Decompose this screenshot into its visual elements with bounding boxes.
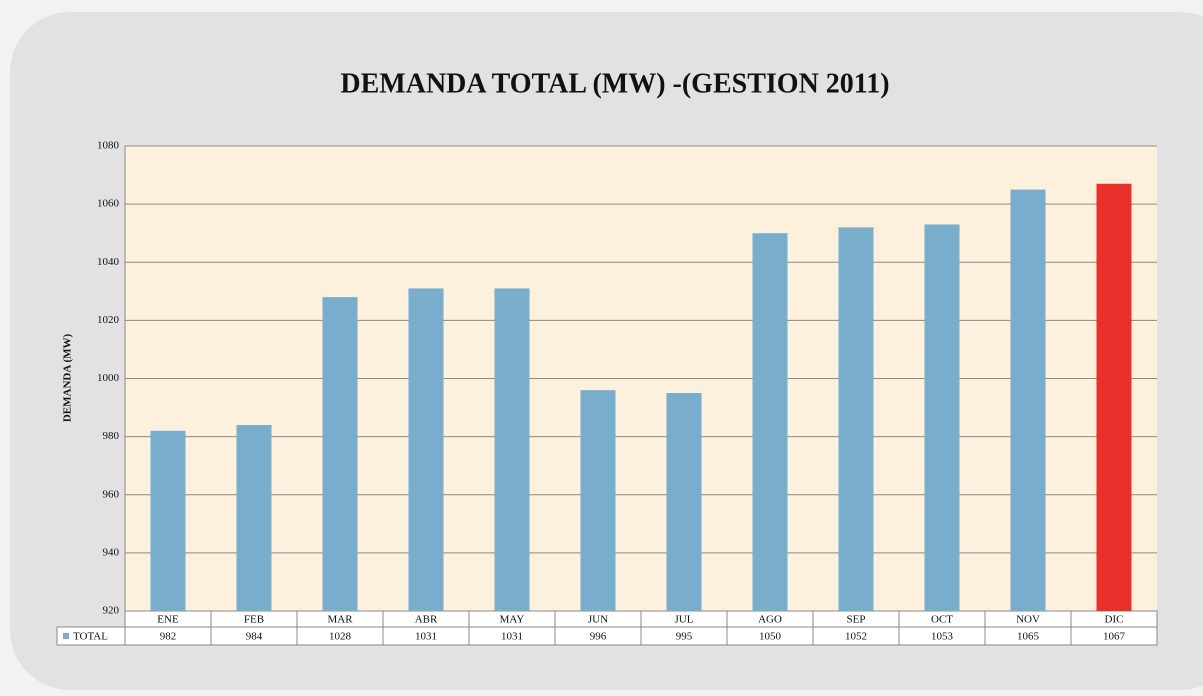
table-value: 1050 — [759, 631, 782, 643]
x-tick-label: JUL — [675, 614, 694, 626]
x-tick-label: SEP — [847, 614, 866, 626]
table-bg — [56, 626, 1158, 646]
table-value: 1031 — [501, 631, 523, 643]
bar — [580, 390, 616, 611]
table-value: 1031 — [415, 631, 437, 643]
x-tick-label: MAY — [500, 614, 525, 626]
x-tick-label: JUN — [588, 614, 608, 626]
y-tick-label: 1040 — [97, 256, 120, 268]
table-value: 996 — [590, 631, 607, 643]
bar — [1096, 183, 1132, 611]
y-tick-label: 1060 — [97, 198, 120, 210]
bar — [666, 393, 702, 611]
x-tick-label: NOV — [1016, 614, 1040, 626]
y-tick-label: 1020 — [97, 314, 120, 326]
bar — [494, 288, 530, 611]
y-axis-label: DEMANDA (MW) — [62, 334, 74, 423]
x-tick-label: AGO — [758, 614, 782, 626]
bar — [408, 288, 444, 611]
y-tick-label: 1000 — [97, 372, 120, 384]
table-value: 1065 — [1017, 631, 1040, 643]
x-tick-label: DIC — [1105, 614, 1124, 626]
legend-label: TOTAL — [73, 631, 108, 643]
y-tick-label: 920 — [103, 605, 120, 617]
x-tick-label: ENE — [157, 614, 179, 626]
x-tick-label: FEB — [244, 614, 264, 626]
y-tick-label: 1080 — [97, 140, 120, 152]
bar — [924, 224, 960, 611]
table-value: 1052 — [845, 631, 867, 643]
chart-title: DEMANDA TOTAL (MW) -(GESTION 2011) — [340, 68, 889, 99]
bar — [150, 430, 186, 611]
y-tick-label: 980 — [103, 430, 120, 442]
bar — [752, 233, 788, 611]
table-value: 1067 — [1103, 631, 1126, 643]
table-value: 984 — [246, 631, 263, 643]
table-value: 1053 — [931, 631, 954, 643]
table-value: 995 — [676, 631, 693, 643]
bar — [838, 227, 874, 611]
y-tick-label: 940 — [103, 546, 120, 558]
x-tick-label: MAR — [327, 614, 353, 626]
legend-swatch — [63, 633, 69, 639]
x-tick-label: ABR — [415, 614, 438, 626]
table-value: 982 — [160, 631, 177, 643]
bar — [322, 297, 358, 611]
bar — [1010, 189, 1046, 611]
x-tick-label: OCT — [931, 614, 953, 626]
bar — [236, 425, 272, 611]
y-tick-label: 960 — [103, 488, 120, 500]
table-value: 1028 — [329, 631, 352, 643]
